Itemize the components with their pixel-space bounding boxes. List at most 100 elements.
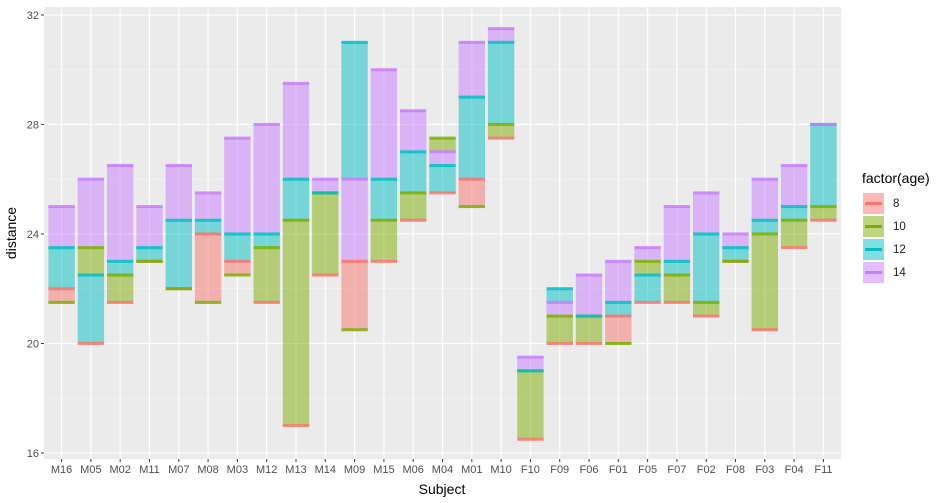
legend-label: 14 [893, 266, 906, 279]
level-line-age-14 [458, 40, 485, 44]
legend-label: 12 [893, 243, 906, 256]
level-line-age-10 [224, 273, 251, 277]
x-tick-label: M09 [344, 464, 365, 476]
level-line-age-12 [751, 218, 779, 222]
level-line-age-12 [224, 232, 251, 236]
level-line-age-8 [194, 232, 222, 236]
level-line-age-8 [605, 314, 632, 318]
level-line-age-10 [429, 136, 456, 140]
level-line-age-12 [663, 259, 691, 263]
legend-key [862, 261, 885, 284]
level-line-age-8 [487, 136, 515, 140]
legend-label: 10 [893, 220, 906, 233]
x-tick-label: F01 [609, 464, 628, 476]
level-line-age-12 [605, 300, 632, 304]
x-tick-label: M07 [168, 464, 189, 476]
level-line-age-14 [429, 150, 456, 154]
level-line-age-12 [575, 314, 603, 318]
level-line-age-14 [136, 205, 163, 209]
x-tick-label: F05 [638, 464, 657, 476]
level-line-age-10 [634, 259, 661, 263]
level-line-age-8 [458, 177, 485, 181]
legend: factor(age) 8 10 12 14 [862, 170, 930, 284]
bar-F11 [810, 122, 837, 222]
level-line-age-10 [253, 246, 280, 250]
level-line-age-14 [48, 205, 75, 209]
bar-M05 [77, 177, 105, 345]
level-line-age-8 [312, 273, 339, 277]
level-line-age-10 [77, 246, 105, 250]
level-line-age-14 [663, 205, 691, 209]
x-axis-title: Subject [419, 481, 466, 497]
level-line-age-10 [458, 205, 485, 209]
x-tick-label: F02 [697, 464, 716, 476]
level-line-age-14 [194, 191, 222, 195]
level-line-age-10 [48, 300, 75, 304]
level-line-age-8 [370, 259, 398, 263]
level-line-age-8 [634, 300, 661, 304]
bar-M06 [400, 109, 427, 222]
y-tick-label: 32 [27, 10, 39, 22]
bar-F03 [751, 177, 779, 332]
x-tick-label: M01 [461, 464, 482, 476]
level-line-age-12 [634, 273, 661, 277]
level-line-age-12 [77, 273, 105, 277]
level-line-age-8 [341, 259, 368, 263]
level-line-age-8 [48, 287, 75, 291]
bar-M14 [312, 177, 339, 277]
x-tick-label: M08 [197, 464, 218, 476]
legend-key [862, 192, 885, 215]
level-line-age-14 [780, 164, 808, 168]
bar-F09 [546, 287, 573, 345]
level-line-age-12 [282, 177, 310, 181]
level-line-age-8 [546, 341, 573, 345]
x-axis: M16 M05 M02 M11 M07 M08 M03 M12 M13 M14 M09 M15 M06 M… [51, 459, 832, 476]
x-tick-label: F06 [580, 464, 599, 476]
x-tick-label: F07 [667, 464, 686, 476]
bar-F05 [634, 246, 661, 304]
level-line-age-10 [136, 259, 163, 263]
level-line-age-12 [722, 246, 749, 250]
level-line-age-10 [810, 205, 837, 209]
level-line-age-10 [693, 300, 720, 304]
level-line-age-10 [194, 300, 222, 304]
x-tick-label: M13 [285, 464, 306, 476]
x-tick-label: F08 [726, 464, 745, 476]
x-tick-label: M06 [402, 464, 423, 476]
level-line-age-12 [517, 369, 544, 373]
x-tick-label: F11 [814, 464, 832, 476]
level-line-age-14 [106, 164, 134, 168]
x-tick-label: F09 [550, 464, 569, 476]
level-line-age-12 [136, 246, 163, 250]
x-tick-label: F10 [521, 464, 540, 476]
level-line-age-8 [575, 341, 603, 345]
level-line-age-8 [780, 246, 808, 250]
level-line-age-8 [693, 314, 720, 318]
x-tick-label: M10 [490, 464, 511, 476]
level-line-age-8 [810, 218, 837, 222]
y-tick-label: 28 [27, 119, 39, 131]
legend-item-12: 12 [862, 238, 930, 261]
level-line-age-8 [253, 300, 280, 304]
bar-M07 [165, 164, 192, 291]
x-tick-label: F04 [785, 464, 804, 476]
level-line-age-14 [575, 273, 603, 277]
x-tick-label: M16 [51, 464, 72, 476]
legend-item-10: 10 [862, 215, 930, 238]
bar-F04 [780, 164, 808, 250]
level-line-age-14 [751, 177, 779, 181]
level-line-age-10 [282, 218, 310, 222]
legend-key [862, 238, 885, 261]
level-line-age-8 [751, 328, 779, 332]
x-tick-label: M05 [80, 464, 101, 476]
level-line-age-12 [106, 259, 134, 263]
bar-M11 [136, 205, 163, 263]
bar-M08 [194, 191, 222, 304]
level-line-age-10 [546, 314, 573, 318]
level-line-age-14 [282, 81, 310, 85]
legend-label: 8 [893, 197, 900, 210]
x-tick-label: M12 [256, 464, 277, 476]
bar-M09 [341, 40, 368, 332]
level-line-age-14 [370, 68, 398, 72]
bar-F06 [575, 273, 603, 345]
